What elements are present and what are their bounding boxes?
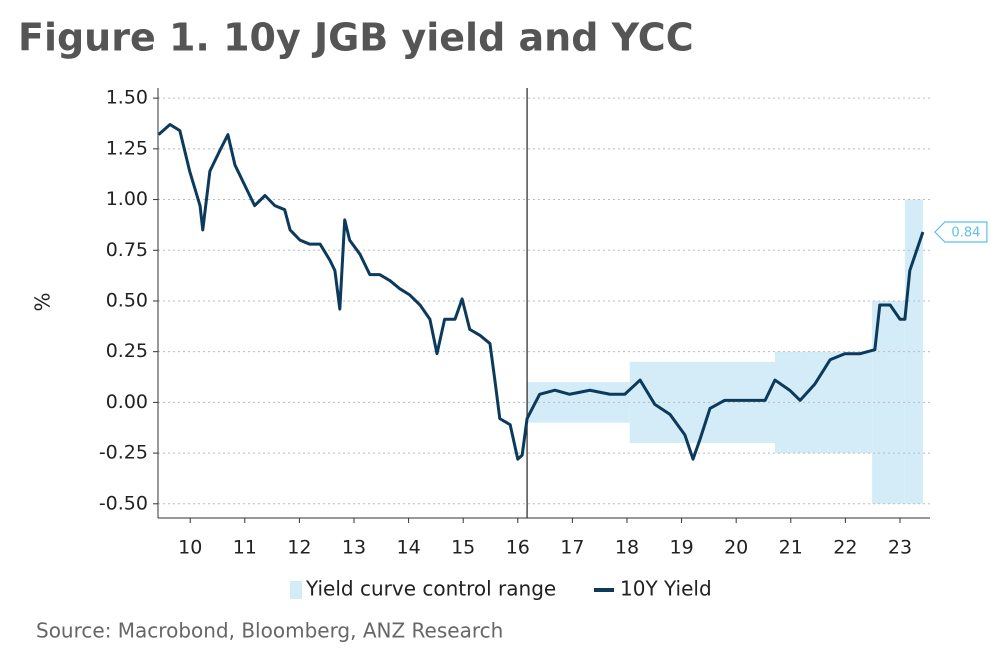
y-tick-label: 0.50 (106, 289, 148, 311)
value-label-box (934, 221, 988, 243)
x-tick-label: 15 (451, 537, 475, 559)
x-tick-label: 13 (342, 537, 366, 559)
y-tick-label: -0.25 (99, 442, 148, 464)
y-tick-label: 0.00 (106, 391, 148, 413)
source-note: Source: Macrobond, Bloomberg, ANZ Resear… (36, 619, 503, 643)
y-tick-label: 0.75 (106, 239, 148, 261)
y-tick-label: 1.25 (106, 137, 148, 159)
y-tick-label: 1.50 (106, 87, 148, 109)
value-label: 0.84 (951, 226, 980, 241)
y-tick-label: 1.00 (106, 188, 148, 210)
legend-label: Yield curve control range (305, 577, 556, 601)
x-tick-label: 22 (833, 537, 857, 559)
x-tick-label: 21 (779, 537, 803, 559)
x-tick-label: 19 (669, 537, 693, 559)
x-tick-label: 10 (178, 537, 202, 559)
x-tick-label: 23 (888, 537, 912, 559)
x-tick-label: 16 (506, 537, 530, 559)
y-tick-label: 0.25 (106, 340, 148, 362)
y-axis-label: % (31, 292, 55, 311)
x-tick-label: 12 (287, 537, 311, 559)
x-tick-label: 14 (397, 537, 421, 559)
yield-line (157, 123, 925, 461)
x-tick-label: 17 (560, 537, 584, 559)
legend-swatch (290, 581, 302, 599)
x-tick-label: 18 (615, 537, 639, 559)
x-tick-label: 11 (233, 537, 257, 559)
y-tick-label: -0.50 (99, 492, 148, 514)
x-tick-label: 20 (724, 537, 748, 559)
chart-title: Figure 1. 10y JGB yield and YCC (18, 16, 694, 60)
legend-label: 10Y Yield (620, 577, 712, 601)
